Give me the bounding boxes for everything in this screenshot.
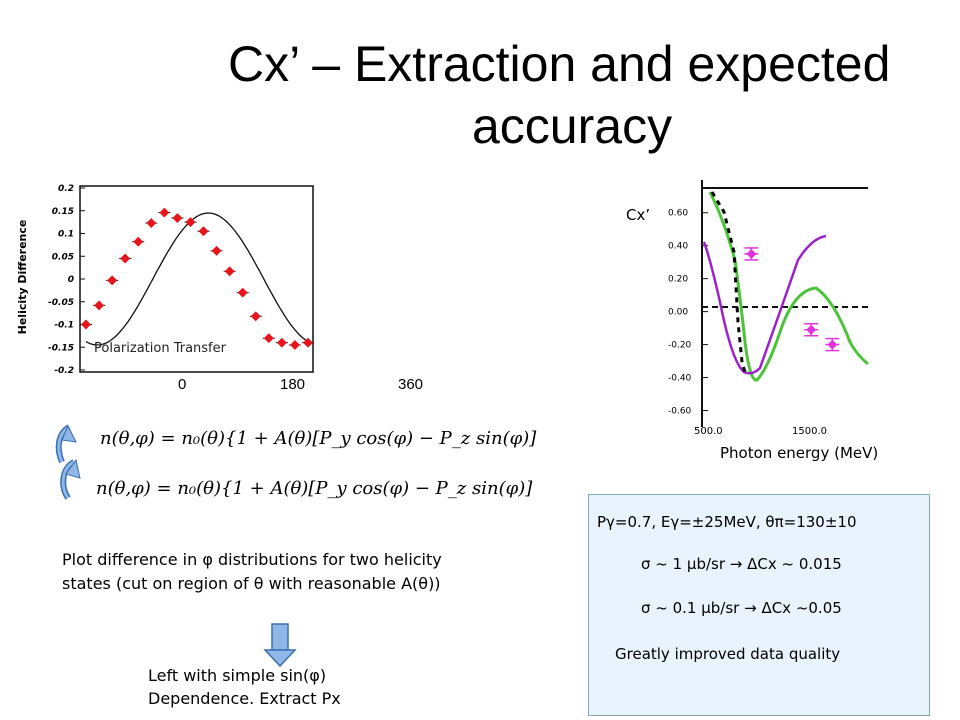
left-ytick-label: 0.2 [58,184,74,194]
helicity-data-point [288,340,301,350]
helicity-data-point [210,245,223,256]
helicity-data-point [249,311,262,322]
left-ytick-label: 0.15 [52,207,74,217]
x-tick-1500: 1500.0 [792,426,827,437]
left-ytick-label: 0.05 [52,252,74,262]
helicity-minus-arrow-icon [60,458,81,500]
info-line-4: Greatly improved data quality [615,645,841,663]
left-plot-points [80,207,314,350]
down-arrow-icon [263,623,297,668]
helicity-data-point [223,266,236,277]
right-ytick-label: 0.40 [668,242,688,252]
right-plot-yticks: 0.60 0.40 0.20 0.00 -0.20 -0.40 -0.60 [668,209,708,417]
left-ytick-label: 0.1 [58,230,74,240]
helicity-difference-plot: Helicity Difference 0.2 0.15 0.1 0.05 0 -0.05… [16,184,314,374]
helicity-data-point [119,253,132,264]
sine-fit-curve [85,212,309,346]
helicity-data-point [197,226,210,237]
projected-cx-point [744,247,759,261]
right-ytick-label: -0.20 [668,341,692,351]
right-ytick-label: 0.20 [668,275,688,285]
left-with-text: Left with simple sin(φ) Dependence. Extr… [148,664,341,710]
cx-energy-plot: Cx’ 0.60 0.40 0.20 0.00 -0.20 -0.40 -0.60 500.… [626,180,869,437]
title-line-1: Cx’ – Extraction and expected [228,36,891,92]
purple-model-curve [702,234,827,375]
projected-cx-point [804,323,819,337]
helicity-data-point [145,218,158,228]
green-model-curve [708,191,869,382]
x-tick-500: 500.0 [694,426,723,437]
helicity-data-point [80,319,92,330]
equation-helicity-minus: n(θ,φ) = n₀(θ){1 + A(θ)[P_y cos(φ) − P_z… [96,478,533,499]
left-plot-ylabel: Helicity Difference [16,220,29,335]
right-ytick-label: 0.00 [668,308,688,318]
title-line-2: accuracy [472,98,673,154]
plot-difference-line-1: Plot difference in φ distributions for t… [62,550,442,569]
left-ytick-label: -0.1 [54,321,74,331]
helicity-data-point [184,217,197,228]
helicity-data-point [158,207,171,218]
left-with-line-2: Dependence. Extract Px [148,689,341,708]
x-tick-180: 180 [280,376,306,393]
info-line-1: Pγ=0.7, Eγ=±25MeV, θπ=130±10 [597,513,857,531]
helicity-data-point [132,236,145,247]
left-plot-yticks: 0.2 0.15 0.1 0.05 0 -0.05 -0.1 -0.15 -0.2 [48,184,85,374]
plot-difference-line-2: states (cut on region of θ with reasonab… [62,574,441,593]
helicity-plus-arrow-icon [55,424,77,464]
helicity-data-point [302,337,314,348]
info-box: Pγ=0.7, Eγ=±25MeV, θπ=130±10 σ ~ 1 μb/sr… [588,494,930,716]
left-ytick-label: -0.2 [54,366,74,374]
left-ytick-label: -0.05 [48,298,74,308]
info-line-2: σ ~ 1 μb/sr → ΔCx ~ 0.015 [641,555,842,573]
helicity-data-point [236,287,249,298]
x-tick-0: 0 [178,376,187,393]
info-line-3: σ ~ 0.1 μb/sr → ΔCx ~0.05 [641,599,842,617]
right-plot-ylabel: Cx’ [626,206,650,224]
helicity-data-point [106,275,119,286]
x-tick-360: 360 [398,376,424,393]
helicity-data-point [171,213,184,223]
black-model-curve [710,191,747,373]
right-plot-xlabel: Photon energy (MeV) [720,444,879,462]
plot-difference-text: Plot difference in φ distributions for t… [62,548,442,596]
helicity-data-point [262,333,275,344]
left-with-line-1: Left with simple sin(φ) [148,666,327,685]
polarization-transfer-legend: Polarization Transfer [94,341,227,356]
left-ytick-label: 0 [68,275,74,285]
equation-helicity-plus: n(θ,φ) = n₀(θ){1 + A(θ)[P_y cos(φ) − P_z… [100,428,537,449]
left-ytick-label: -0.15 [48,343,74,353]
right-ytick-label: 0.60 [668,209,688,219]
helicity-data-point [93,300,106,311]
right-plot-points [744,247,840,352]
projected-cx-point [825,337,840,352]
right-ytick-label: -0.60 [668,407,692,417]
right-ytick-label: -0.40 [668,374,692,384]
helicity-data-point [275,337,288,348]
